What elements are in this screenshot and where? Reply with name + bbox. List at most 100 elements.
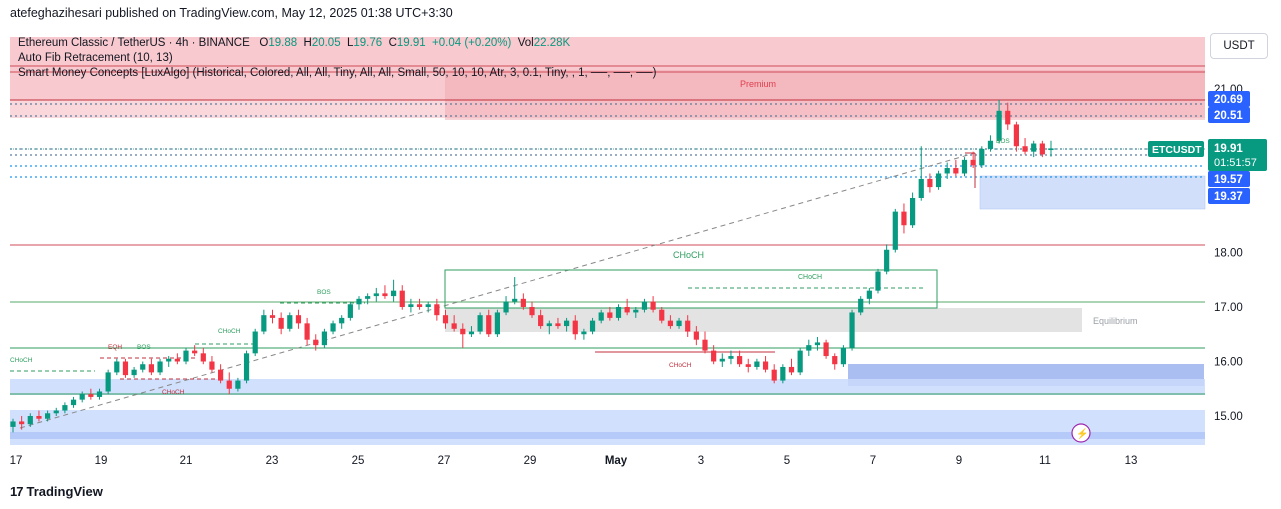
candle-body[interactable]: [356, 298, 362, 305]
candle-body[interactable]: [598, 312, 604, 321]
candle-body[interactable]: [269, 315, 276, 318]
candle-body[interactable]: [442, 315, 449, 324]
candle-body[interactable]: [771, 369, 777, 381]
candle-body[interactable]: [633, 309, 639, 313]
candle-body[interactable]: [494, 312, 500, 335]
candle-body[interactable]: [79, 394, 85, 400]
candle-body[interactable]: [650, 301, 656, 310]
candle-body[interactable]: [243, 353, 250, 381]
candle-body[interactable]: [849, 312, 855, 348]
candle-body[interactable]: [918, 178, 924, 198]
candle-body[interactable]: [330, 323, 336, 332]
candle-body[interactable]: [321, 331, 327, 346]
candle-body[interactable]: [53, 410, 59, 414]
candle-body[interactable]: [901, 211, 907, 226]
candle-body[interactable]: [1031, 143, 1037, 152]
candle-body[interactable]: [399, 290, 405, 307]
candle-body[interactable]: [140, 364, 146, 370]
candle-body[interactable]: [719, 358, 725, 362]
candle-body[interactable]: [615, 307, 622, 318]
candle-body[interactable]: [711, 350, 717, 362]
candle-body[interactable]: [555, 323, 561, 327]
candle-body[interactable]: [797, 350, 803, 373]
candle-body[interactable]: [840, 347, 846, 365]
candle-body[interactable]: [313, 339, 319, 346]
candle-body[interactable]: [996, 110, 1002, 141]
candle-body[interactable]: [295, 315, 302, 324]
candle-body[interactable]: [477, 315, 483, 332]
candle-body[interactable]: [685, 320, 691, 332]
candle-body[interactable]: [287, 315, 293, 329]
candle-body[interactable]: [235, 380, 241, 389]
candle-body[interactable]: [209, 361, 215, 370]
indicator-fib[interactable]: Auto Fib Retracement (10, 13): [18, 52, 173, 64]
currency-selector[interactable]: USDT: [1210, 33, 1268, 59]
candle-body[interactable]: [114, 361, 120, 373]
candle-body[interactable]: [624, 307, 630, 313]
candle-body[interactable]: [806, 345, 812, 351]
candle-body[interactable]: [451, 323, 457, 329]
candle-body[interactable]: [762, 361, 769, 370]
candle-body[interactable]: [382, 293, 388, 297]
candle-body[interactable]: [866, 290, 872, 299]
candle-body[interactable]: [122, 361, 129, 376]
candle-body[interactable]: [667, 320, 673, 327]
candle-body[interactable]: [910, 198, 916, 226]
tradingview-footer[interactable]: 17 TradingView: [10, 484, 103, 499]
candle-body[interactable]: [460, 328, 466, 335]
candle-body[interactable]: [105, 372, 111, 392]
candle-body[interactable]: [659, 309, 665, 321]
candle-body[interactable]: [970, 159, 976, 166]
candle-body[interactable]: [927, 178, 933, 188]
candle-body[interactable]: [702, 339, 708, 351]
candle-body[interactable]: [45, 413, 51, 419]
candle-body[interactable]: [373, 293, 379, 297]
candle-body[interactable]: [70, 399, 77, 406]
candle-body[interactable]: [676, 320, 682, 327]
candle-body[interactable]: [935, 173, 942, 188]
candle-body[interactable]: [754, 361, 760, 367]
candle-body[interactable]: [347, 304, 353, 318]
candle-body[interactable]: [425, 304, 431, 307]
candle-body[interactable]: [278, 317, 284, 329]
candle-body[interactable]: [200, 353, 206, 362]
candle-body[interactable]: [96, 391, 103, 397]
candle-body[interactable]: [737, 356, 743, 365]
candle-body[interactable]: [546, 323, 552, 327]
candle-body[interactable]: [157, 361, 163, 373]
candle-body[interactable]: [1039, 143, 1045, 155]
candle-body[interactable]: [953, 168, 959, 174]
candle-body[interactable]: [434, 304, 440, 316]
candle-body[interactable]: [1048, 148, 1054, 151]
candle-body[interactable]: [538, 315, 544, 327]
candle-body[interactable]: [572, 320, 578, 335]
candle-body[interactable]: [486, 315, 492, 335]
candle-body[interactable]: [365, 296, 371, 299]
candle-body[interactable]: [961, 159, 968, 174]
candle-body[interactable]: [304, 323, 310, 340]
candle-body[interactable]: [529, 307, 535, 316]
candle-body[interactable]: [226, 380, 232, 389]
candle-body[interactable]: [693, 331, 699, 340]
candle-body[interactable]: [858, 298, 864, 313]
candle-body[interactable]: [408, 304, 414, 307]
candle-body[interactable]: [174, 358, 180, 362]
candle-body[interactable]: [183, 350, 189, 362]
candle-body[interactable]: [589, 320, 596, 332]
candle-body[interactable]: [823, 342, 829, 357]
candle-body[interactable]: [19, 421, 25, 425]
candle-body[interactable]: [468, 331, 475, 335]
candle-body[interactable]: [607, 312, 613, 318]
candle-body[interactable]: [1013, 124, 1019, 147]
candle-body[interactable]: [875, 271, 881, 291]
candle-body[interactable]: [36, 416, 42, 419]
candle-body[interactable]: [391, 290, 397, 297]
candle-body[interactable]: [581, 331, 587, 335]
candle-body[interactable]: [788, 366, 795, 373]
candle-body[interactable]: [218, 369, 224, 381]
candle-body[interactable]: [979, 148, 985, 166]
indicator-smc[interactable]: Smart Money Concepts [LuxAlgo] (Historic…: [18, 67, 657, 79]
candle-body[interactable]: [512, 298, 518, 302]
candle-body[interactable]: [503, 301, 509, 313]
